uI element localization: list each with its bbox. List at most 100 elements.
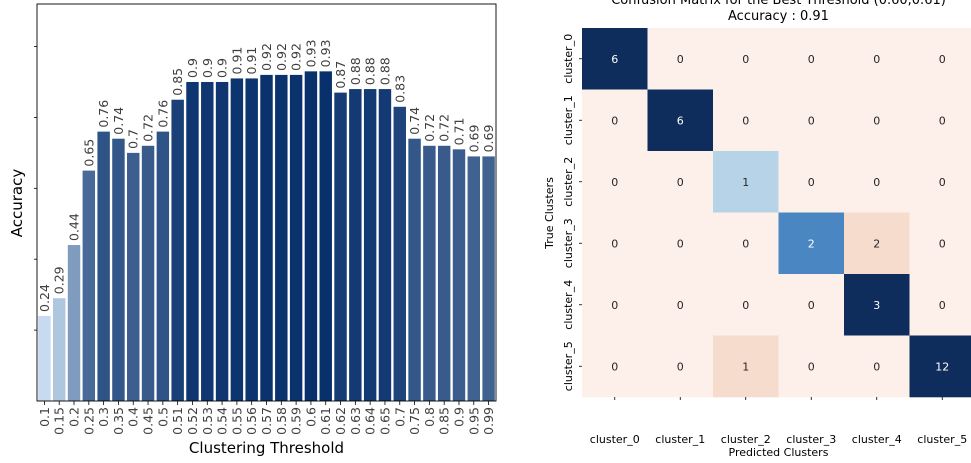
bar-data-label: 0.9 (215, 58, 230, 78)
heatmap-cell-value: 6 (611, 53, 618, 66)
heatmap-cell-value: 0 (611, 299, 618, 312)
bar-data-label: 0.83 (392, 75, 407, 103)
heatmap-cell-value: 0 (808, 53, 815, 66)
bar (334, 93, 346, 401)
bar (260, 75, 272, 401)
x-tick-label: 0.65 (377, 407, 392, 435)
bar (408, 139, 420, 401)
x-tick-label: 0.3 (96, 407, 111, 427)
bar (290, 75, 302, 401)
heatmap-cell-value: 0 (873, 114, 880, 127)
bar-data-label: 0.7 (126, 129, 141, 149)
heatmap-x-tick-label: cluster_2 (721, 433, 771, 446)
heatmap-cell-value: 0 (611, 237, 618, 250)
heatmap-y-tick-label: cluster_2 (562, 157, 575, 207)
bar (142, 146, 154, 401)
heatmap-cell-value: 0 (742, 53, 749, 66)
x-tick-label: 0.57 (259, 407, 274, 435)
heatmap-cell-value: 0 (611, 176, 618, 189)
heatmap-x-tick-label: cluster_4 (852, 433, 902, 446)
bar-data-label: 0.74 (111, 107, 126, 135)
bar-data-label: 0.72 (141, 114, 156, 142)
bar (186, 82, 198, 401)
bar-data-label: 0.92 (274, 43, 289, 71)
bar-data-label: 0.65 (81, 139, 96, 167)
bar-data-label: 0.29 (52, 266, 67, 294)
y-axis-label: Accuracy (8, 169, 26, 238)
x-tick-label: 0.53 (200, 407, 215, 435)
bar (97, 132, 109, 401)
heatmap-cell-value: 0 (611, 114, 618, 127)
heatmap-y-axis-label: True Clusters (543, 177, 556, 250)
heatmap-cell-value: 2 (873, 237, 880, 250)
x-tick-label: 0.59 (289, 407, 304, 435)
heatmap-cell-value: 6 (677, 114, 684, 127)
bar (423, 146, 435, 401)
bar-data-label: 0.93 (318, 40, 333, 68)
x-tick-label: 0.56 (244, 407, 259, 435)
heatmap-cell-value: 0 (742, 237, 749, 250)
heatmap-cell-value: 0 (939, 176, 946, 189)
bar (379, 89, 391, 401)
x-tick-label: 0.75 (407, 407, 422, 435)
bar (438, 146, 450, 401)
heatmap-cell-value: 12 (935, 360, 949, 373)
bar (157, 132, 169, 401)
bar (394, 107, 406, 401)
bar (83, 171, 95, 401)
bar (171, 100, 183, 401)
heatmap-y-tick-label: cluster_4 (562, 280, 575, 330)
bar (38, 316, 50, 401)
bar (349, 89, 361, 401)
x-tick-label: 0.52 (185, 407, 200, 435)
x-tick-label: 0.62 (333, 407, 348, 435)
heatmap-cell-value: 0 (873, 176, 880, 189)
heatmap-x-axis-label: Predicted Clusters (729, 446, 829, 459)
bar-data-label: 0.72 (437, 114, 452, 142)
x-tick-label: 0.35 (111, 407, 126, 435)
x-tick-label: 0.5 (155, 407, 170, 427)
heatmap-cell-value: 0 (742, 114, 749, 127)
x-tick-label: 0.99 (481, 407, 496, 435)
bar-data-label: 0.69 (466, 125, 481, 153)
heatmap-x-tick-label: cluster_5 (917, 433, 967, 446)
bar-data-label: 0.76 (96, 100, 111, 128)
heatmap-cell-value: 0 (677, 176, 684, 189)
heatmap-y-tick-label: cluster_1 (562, 95, 575, 145)
bar (320, 71, 332, 401)
heatmap-cell-value: 0 (611, 360, 618, 373)
x-tick-label: 0.8 (422, 407, 437, 427)
heatmap-cell-value: 0 (808, 360, 815, 373)
bar-data-label: 0.93 (303, 40, 318, 68)
heatmap-cell-value: 3 (873, 299, 880, 312)
bar-data-label: 0.88 (363, 57, 378, 85)
x-tick-label: 0.63 (348, 407, 363, 435)
heatmap-cell-value: 0 (677, 53, 684, 66)
bar (468, 156, 480, 401)
bar (231, 78, 243, 401)
bar-chart-panel: 0.240.10.290.150.440.20.650.250.760.30.7… (8, 4, 496, 457)
bar (482, 156, 494, 401)
bar (53, 298, 65, 401)
x-tick-label: 0.1 (37, 407, 52, 427)
bar (112, 139, 124, 401)
x-tick-label: 0.6 (303, 407, 318, 427)
heatmap-cell-value: 0 (939, 114, 946, 127)
x-tick-label: 0.95 (466, 407, 481, 435)
heatmap-x-tick-label: cluster_0 (590, 433, 640, 446)
x-tick-label: 0.45 (141, 407, 156, 435)
x-tick-label: 0.51 (170, 407, 185, 435)
heatmap-cell-value: 0 (677, 299, 684, 312)
x-tick-label: 0.85 (437, 407, 452, 435)
bar (275, 75, 287, 401)
heatmap-cell-value: 1 (742, 360, 749, 373)
bar (68, 245, 80, 401)
bar-data-label: 0.76 (155, 100, 170, 128)
heatmap-cell-value: 0 (939, 237, 946, 250)
x-tick-label: 0.2 (67, 407, 82, 427)
x-tick-label: 0.25 (81, 407, 96, 435)
bar (127, 153, 139, 401)
x-tick-label: 0.9 (451, 407, 466, 427)
